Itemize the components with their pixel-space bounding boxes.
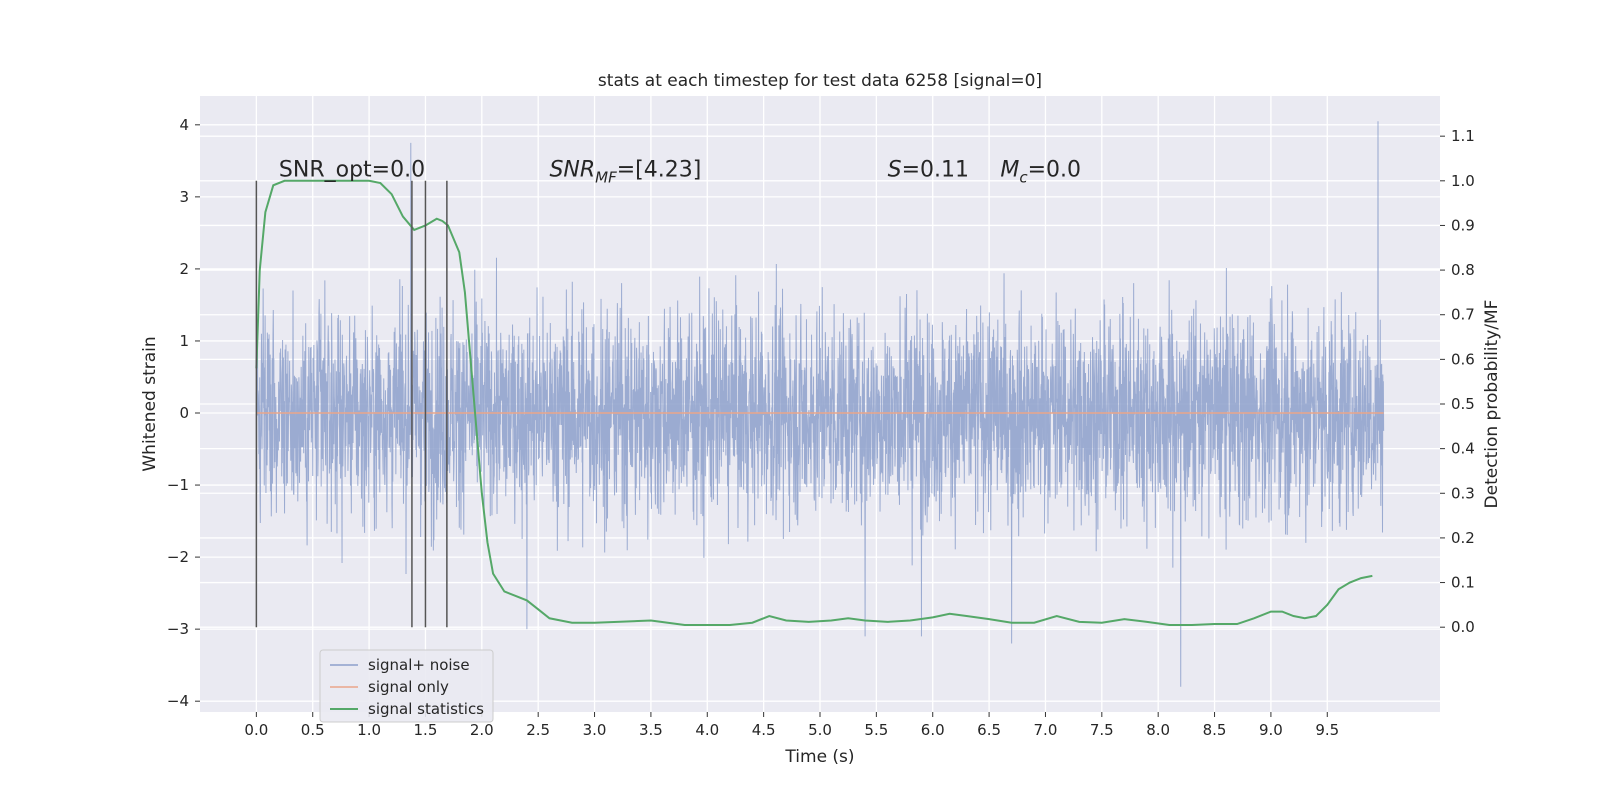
- y2-tick-label: 0.8: [1451, 261, 1475, 279]
- series-line-signal-noise: [255, 121, 1385, 687]
- y2-tick-label: 1.1: [1451, 127, 1475, 145]
- y2-tick-label: 1.0: [1451, 172, 1475, 190]
- y-tick-label: 3: [179, 188, 189, 206]
- x-tick-label: 7.5: [1090, 721, 1114, 739]
- y2-tick-label: 0.2: [1451, 529, 1475, 547]
- x-tick-label: 9.0: [1259, 721, 1283, 739]
- y-axis-label: Whitened strain: [140, 336, 160, 471]
- annotation-base: S: [888, 157, 902, 182]
- annotation-sub: c: [1019, 168, 1028, 186]
- x-tick-label: 4.5: [752, 721, 776, 739]
- y-tick-label: −3: [167, 620, 189, 638]
- x-tick-label: 1.0: [357, 721, 381, 739]
- x-tick-label: 8.0: [1146, 721, 1170, 739]
- legend: signal+ noise signal only signal statistic…: [319, 649, 494, 723]
- x-tick-label: 5.5: [864, 721, 888, 739]
- y2-tick-label: 0.6: [1451, 350, 1475, 368]
- annotation: SNRMF=[4.23]: [549, 157, 701, 186]
- y2-axis-label: Detection probability/MF: [1482, 300, 1502, 509]
- x-tick-label: 4.0: [695, 721, 719, 739]
- annotation: S=0.11: [888, 157, 969, 182]
- x-tick-label: 7.0: [1034, 721, 1058, 739]
- y-tick-label: −2: [167, 548, 189, 566]
- y-tick-label: 1: [179, 332, 189, 350]
- y-tick-label: 2: [179, 260, 189, 278]
- annotation-sub: MF: [595, 168, 617, 186]
- annotation-rest: =0.0: [1028, 157, 1081, 182]
- series-line-2: [255, 179, 1373, 626]
- y2-tick-label: 0.4: [1451, 440, 1475, 458]
- y2-tick-label: 0.3: [1451, 484, 1475, 502]
- x-tick-label: 9.5: [1315, 721, 1339, 739]
- y2-tick-label: 0.5: [1451, 395, 1475, 413]
- legend-label: signal only: [368, 678, 449, 696]
- y2-tick-label: 0.0: [1451, 618, 1475, 636]
- annotation-base: SNR: [549, 157, 595, 182]
- x-axis-label: Time (s): [784, 747, 854, 767]
- x-tick-label: 3.0: [583, 721, 607, 739]
- x-tick-label: 0.0: [244, 721, 268, 739]
- annotation-rest: =[4.23]: [617, 157, 702, 182]
- x-tick-label: 5.0: [808, 721, 832, 739]
- x-tick-label: 2.0: [470, 721, 494, 739]
- annotations: SNR_opt=0.0 SNRMF=[4.23] S=0.11 Mc=0.0: [279, 157, 1081, 186]
- y-tick-label: −1: [167, 476, 189, 494]
- x-tick-label: 6.5: [977, 721, 1001, 739]
- legend-box: [319, 649, 494, 723]
- axes: 0.0 0.5 1.0 1.5 2.0 2.5 3.0 3.5 4.0 4.5 5.0 5.5 6.0 6…: [167, 116, 1475, 739]
- y-tick-label: −4: [167, 692, 189, 710]
- legend-label: signal+ noise: [368, 656, 470, 674]
- annotation-base: M: [1000, 157, 1019, 182]
- chart-title: stats at each timestep for test data 625…: [598, 71, 1042, 91]
- y2-tick-label: 0.7: [1451, 306, 1475, 324]
- annotation-rest: =0.11: [902, 157, 969, 182]
- vertical-markers: [255, 180, 448, 628]
- annotation: SNR_opt=0.0: [279, 157, 425, 182]
- x-tick-label: 6.0: [921, 721, 945, 739]
- annotation: Mc=0.0: [1000, 157, 1081, 186]
- x-tick-label: 2.5: [526, 721, 550, 739]
- legend-label: signal statistics: [368, 700, 484, 718]
- x-tick-label: 1.5: [414, 721, 438, 739]
- y-tick-label: 0: [179, 404, 189, 422]
- y-tick-label: 4: [179, 116, 189, 134]
- series-layer: [255, 121, 1385, 687]
- y2-tick-label: 0.1: [1451, 574, 1475, 592]
- x-tick-label: 0.5: [301, 721, 325, 739]
- x-tick-label: 8.5: [1203, 721, 1227, 739]
- y2-tick-label: 0.9: [1451, 216, 1475, 234]
- x-tick-label: 3.5: [639, 721, 663, 739]
- annotation-text: SNR_opt=0.0: [279, 157, 425, 182]
